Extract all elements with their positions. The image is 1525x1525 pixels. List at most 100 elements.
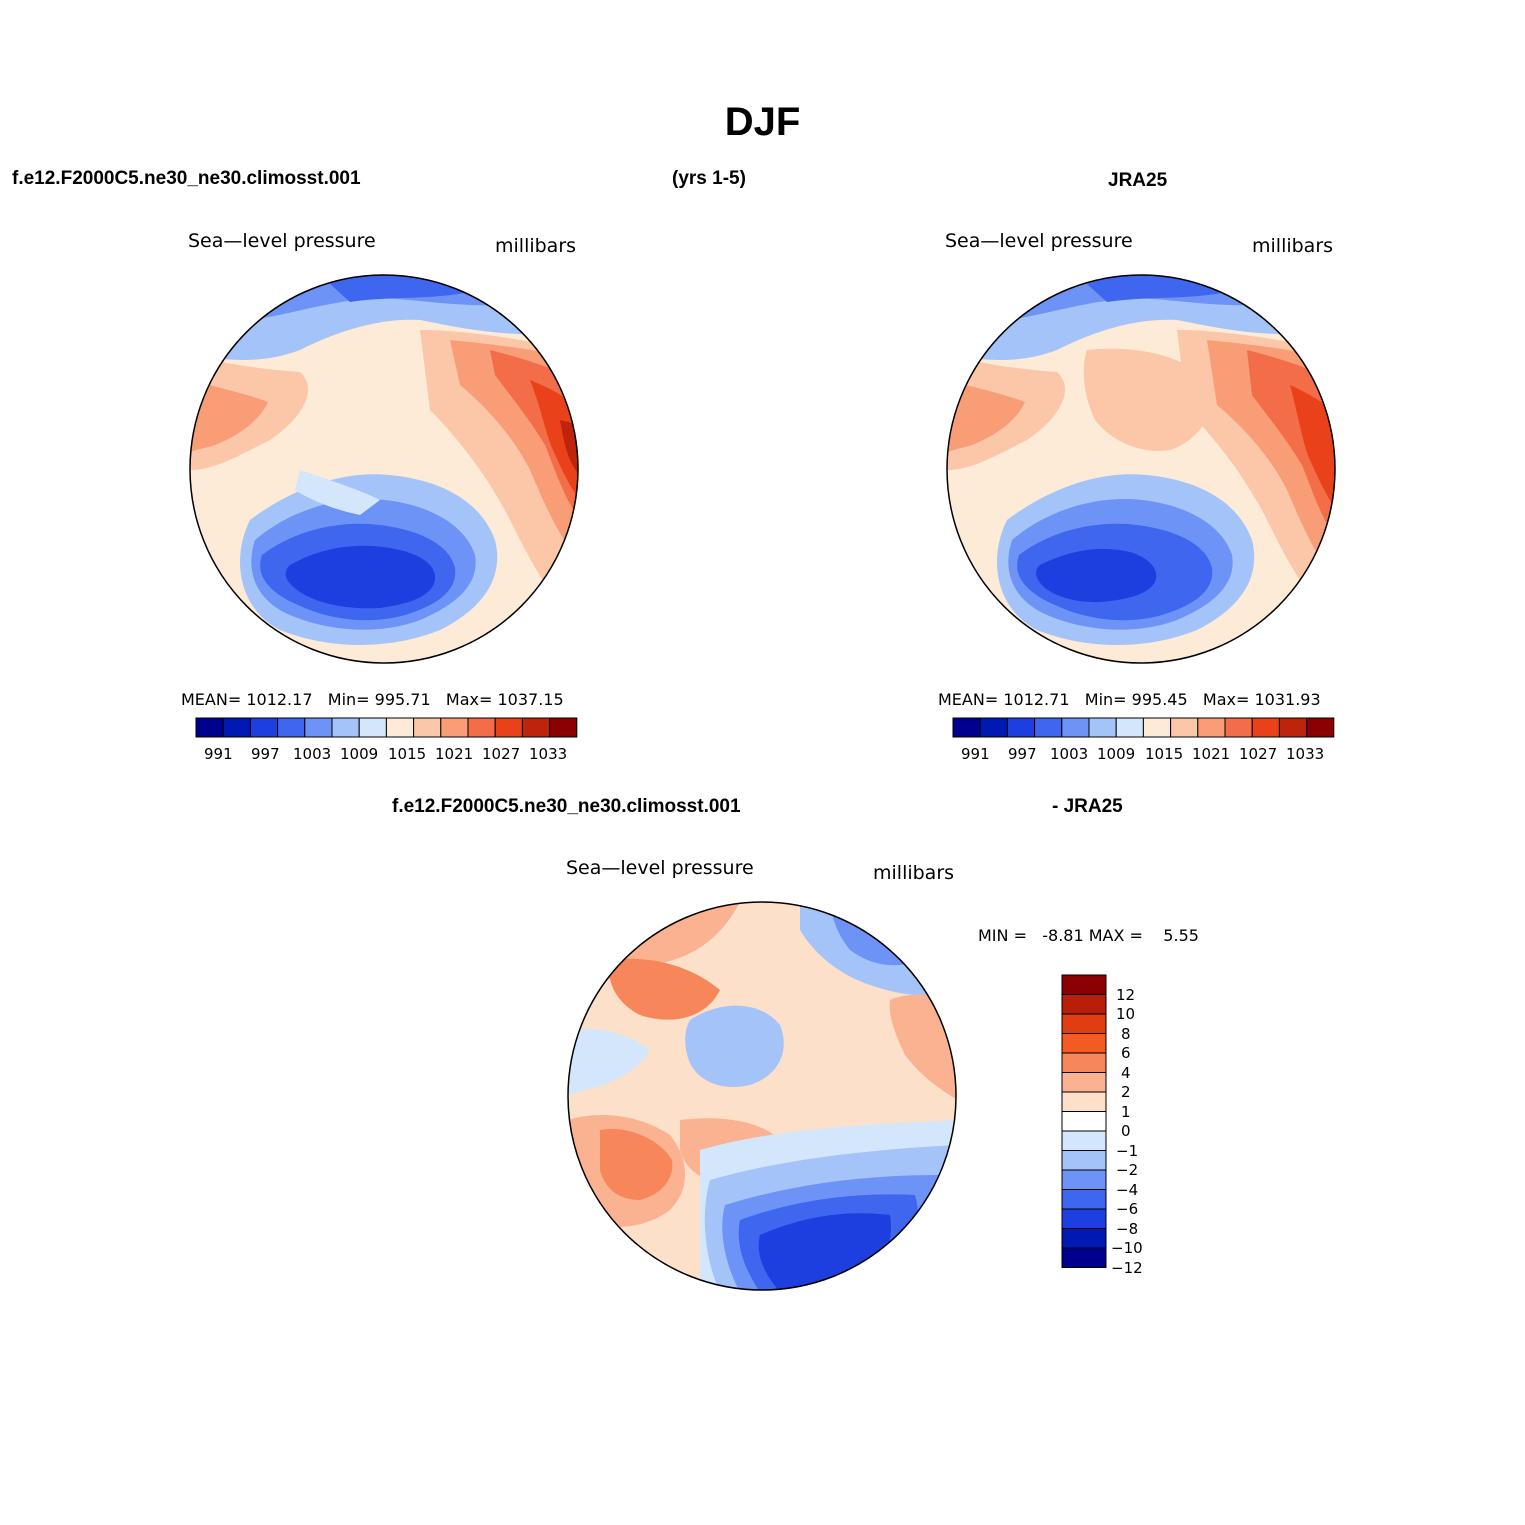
diff-tick: 1 (1121, 1103, 1131, 1121)
obs-colorbar (952, 717, 1335, 738)
model-variable-label: Sea—level pressure (188, 230, 376, 252)
diff-tick: −12 (1111, 1259, 1143, 1277)
colorbar-swatch (1061, 1169, 1107, 1190)
colorbar-swatch (331, 717, 360, 738)
obs-mean-value: 1012.71 (1003, 690, 1070, 709)
colorbar-swatch (1061, 717, 1090, 738)
model-units-label: millibars (495, 235, 577, 257)
colorbar-swatch (1306, 717, 1335, 738)
obs-max-label: Max= (1202, 690, 1250, 709)
obs-tick: 991 (961, 745, 990, 763)
model-stats: MEAN= 1012.17 Min= 995.71 Max= 1037.15 (181, 690, 564, 709)
diff-tick: 12 (1116, 986, 1136, 1004)
obs-variable-label: Sea—level pressure (945, 230, 1133, 252)
colorbar-swatch (222, 717, 251, 738)
model-tick: 1021 (435, 745, 474, 763)
diff-variable-label: Sea—level pressure (566, 857, 754, 879)
colorbar-swatch (195, 717, 224, 738)
colorbar-swatch (494, 717, 523, 738)
model-max-label: Max= (445, 690, 493, 709)
colorbar-swatch (1061, 994, 1107, 1015)
colorbar-swatch (304, 717, 333, 738)
obs-tick: 997 (1008, 745, 1037, 763)
colorbar-swatch (1061, 1033, 1107, 1054)
diff-tick: −8 (1116, 1220, 1139, 1238)
obs-min-value: 995.45 (1131, 690, 1188, 709)
diff-max-value: 5.55 (1163, 926, 1199, 945)
model-tick: 1003 (293, 745, 332, 763)
model-mean-label: MEAN= (181, 690, 242, 709)
obs-tick: 1027 (1239, 745, 1278, 763)
model-min-value: 995.71 (374, 690, 431, 709)
colorbar-swatch (1061, 1247, 1107, 1268)
colorbar-swatch (1224, 717, 1253, 738)
main-title: DJF (724, 100, 801, 144)
colorbar-swatch (1061, 1052, 1107, 1073)
diff-tick: 8 (1121, 1025, 1131, 1043)
diff-tick: 6 (1121, 1044, 1131, 1062)
colorbar-swatch (467, 717, 496, 738)
colorbar-swatch (1170, 717, 1199, 738)
obs-map-border (946, 274, 1336, 664)
diff-max-label: MAX = (1088, 926, 1143, 945)
model-tick: 997 (251, 745, 280, 763)
model-tick: 1033 (529, 745, 568, 763)
colorbar-swatch (1061, 1150, 1107, 1171)
diff-map-border (567, 901, 957, 1291)
colorbar-swatch (521, 717, 551, 738)
colorbar-swatch (979, 717, 1008, 738)
diff-tick: −10 (1111, 1239, 1143, 1257)
colorbar-swatch (1251, 717, 1280, 738)
colorbar-swatch (1061, 1091, 1107, 1112)
colorbar-swatch (1061, 1228, 1107, 1249)
colorbar-swatch (249, 717, 279, 738)
diff-map (567, 901, 957, 1291)
colorbar-swatch (440, 717, 469, 738)
top-left-case-title: f.e12.F2000C5.ne30_ne30.climosst.001 (12, 168, 361, 189)
bottom-diff-suffix: - JRA25 (1052, 796, 1123, 817)
colorbar-swatch (1061, 974, 1107, 995)
model-map (189, 274, 579, 664)
diff-tick: 4 (1121, 1064, 1131, 1082)
colorbar-swatch (1115, 717, 1144, 738)
model-tick: 1027 (482, 745, 521, 763)
obs-stats: MEAN= 1012.71 Min= 995.45 Max= 1031.93 (938, 690, 1321, 709)
diff-tick: −6 (1116, 1200, 1139, 1218)
diff-min-value: -8.81 (1042, 926, 1084, 945)
top-left-years-title: (yrs 1-5) (672, 168, 746, 189)
obs-mean-label: MEAN= (938, 690, 999, 709)
colorbar-swatch (385, 717, 415, 738)
colorbar-swatch (277, 717, 306, 738)
diff-tick: 2 (1121, 1083, 1131, 1101)
diff-units-label: millibars (873, 862, 955, 884)
colorbar-swatch (1061, 1072, 1107, 1093)
colorbar-swatch (1061, 1208, 1107, 1229)
colorbar-swatch (1088, 717, 1117, 738)
obs-tick: 1009 (1097, 745, 1136, 763)
colorbar-swatch (1278, 717, 1308, 738)
top-right-case-title: JRA25 (1108, 170, 1168, 191)
colorbar-swatch (549, 717, 578, 738)
obs-units-label: millibars (1252, 235, 1334, 257)
model-colorbar (195, 717, 578, 738)
obs-tick: 1003 (1050, 745, 1089, 763)
colorbar-swatch (1061, 1013, 1107, 1034)
colorbar-swatch (1061, 1111, 1107, 1132)
obs-min-label: Min= (1084, 690, 1127, 709)
colorbar-swatch (1006, 717, 1036, 738)
diff-colorbar (1061, 974, 1107, 1268)
diff-stats: MIN = -8.81 MAX = 5.55 (978, 926, 1199, 945)
model-min-label: Min= (327, 690, 370, 709)
colorbar-swatch (952, 717, 981, 738)
model-mean-value: 1012.17 (246, 690, 313, 709)
colorbar-swatch (358, 717, 387, 738)
diff-min-label: MIN = (978, 926, 1027, 945)
colorbar-swatch (1142, 717, 1172, 738)
obs-tick: 1033 (1286, 745, 1325, 763)
colorbar-swatch (1061, 1189, 1107, 1210)
model-tick: 991 (204, 745, 233, 763)
colorbar-swatch (1061, 1130, 1107, 1151)
obs-tick: 1021 (1192, 745, 1231, 763)
model-tick: 1015 (388, 745, 427, 763)
